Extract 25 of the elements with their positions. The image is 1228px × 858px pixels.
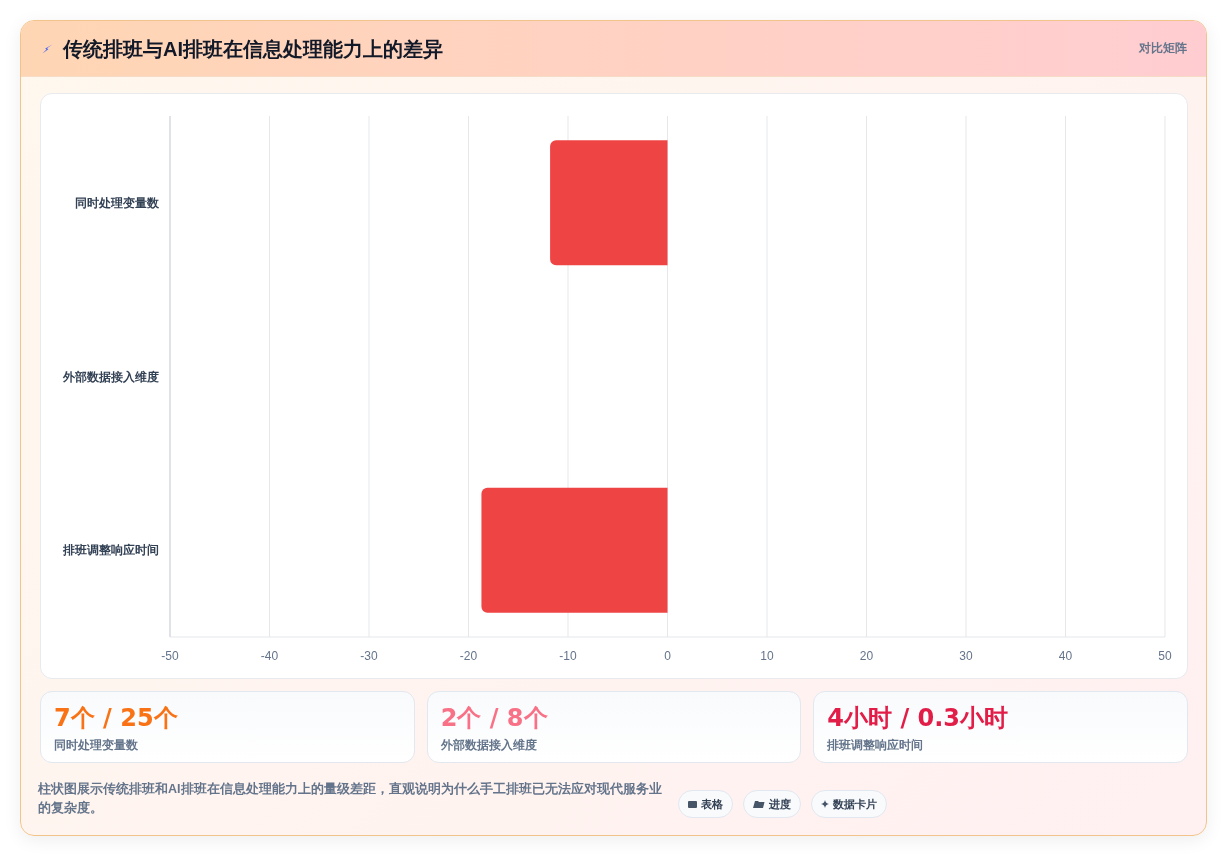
y-tick-label: 排班调整响应时间 [62,543,159,558]
x-tick-label: 40 [1058,649,1073,663]
category-label: 外部数据接入维度 [440,737,537,753]
x-tick-label: -40 [260,649,279,663]
y-tick-label: 同时处理变量数 [75,195,160,210]
text: 表格 [701,797,723,811]
chart-title: 传统排班与AI排班在信息处理能力上的差异 [63,37,443,61]
x-tick-label: 30 [959,649,973,663]
x-tick-label: -50 [161,649,179,663]
text: 进度 [769,797,791,811]
x-tick-label: -10 [559,649,577,663]
text: 2个 / 8个 [440,703,548,733]
x-tick-label: 20 [859,649,874,663]
text: 4小时 / 0.3小时 [827,703,1009,733]
y-tick-label: 外部数据接入维度 [62,369,159,384]
text: 对比矩阵 [1139,40,1187,56]
x-tick-label: 10 [760,649,774,663]
text: 7个 / 25个 [54,703,178,733]
x-tick-label: -20 [459,649,478,663]
text: 数据卡片 [833,797,877,811]
category-label: 排班调整响应时间 [827,737,924,753]
x-tick-label: 0 [664,649,672,663]
x-tick-label: 50 [1158,649,1172,663]
x-tick-label: -30 [360,649,378,663]
text: 柱状图展示传统排班和AI排班在信息处理能力上的量级差距，直观说明为什么手工排班已无法应对现代服务业的复杂度。 [38,780,663,817]
